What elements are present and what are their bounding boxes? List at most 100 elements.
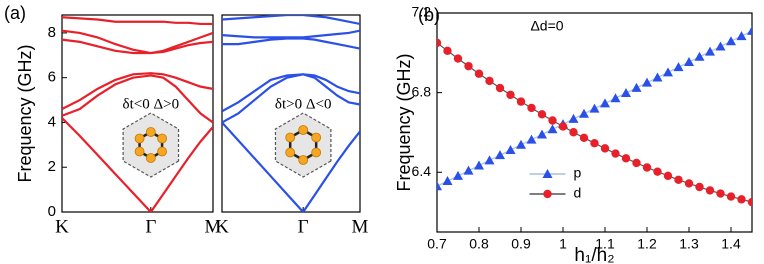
x-tick-label: 0.8 xyxy=(469,236,489,252)
y-tick-label: 6.8 xyxy=(412,83,432,99)
panel-label: (a) xyxy=(4,3,26,23)
inset-site xyxy=(157,146,167,157)
series-line xyxy=(62,29,213,55)
inset-site xyxy=(145,127,156,137)
marker xyxy=(437,181,442,191)
plot-frame xyxy=(61,14,214,213)
inset-site xyxy=(285,147,296,158)
inset-site xyxy=(134,133,145,144)
marker xyxy=(495,150,505,160)
x-axis-label: h₁/h₂ xyxy=(574,245,614,264)
x-tick-label: Γ xyxy=(145,216,156,237)
marker xyxy=(453,170,463,180)
y-tick-label: 2 xyxy=(48,158,56,175)
marker xyxy=(569,128,578,137)
marker xyxy=(737,195,746,204)
marker xyxy=(736,31,747,41)
marker xyxy=(611,149,620,158)
marker xyxy=(684,179,694,188)
y-tick-label: 4 xyxy=(48,113,56,130)
marker xyxy=(537,129,547,139)
inset-cell xyxy=(122,112,180,178)
marker xyxy=(484,155,495,165)
marker xyxy=(463,165,474,175)
marker xyxy=(527,103,536,113)
inset-site xyxy=(134,146,145,157)
inset-site xyxy=(157,133,167,144)
panel-label: (b) xyxy=(418,5,440,25)
marker xyxy=(663,67,673,77)
marker xyxy=(516,97,526,106)
x-tick-label: 1.2 xyxy=(637,236,657,252)
marker xyxy=(621,154,631,163)
marker xyxy=(663,171,673,181)
legend-marker xyxy=(542,169,553,178)
marker xyxy=(716,189,725,198)
x-tick-label: 1.3 xyxy=(679,236,699,252)
x-tick-label: 1.1 xyxy=(595,236,615,252)
y-tick-label: 6.4 xyxy=(412,163,432,179)
marker xyxy=(558,122,568,131)
inset-label: δt<0 Δ>0 xyxy=(123,96,180,112)
chart-title: Δd=0 xyxy=(530,18,563,34)
marker xyxy=(726,36,736,46)
x-tick-label: Γ xyxy=(298,216,309,237)
marker xyxy=(747,25,752,35)
y-tick-label: 8 xyxy=(48,24,56,41)
series-line xyxy=(62,74,213,124)
marker xyxy=(590,139,599,148)
series-line xyxy=(222,73,360,113)
marker xyxy=(642,163,652,172)
marker xyxy=(464,61,473,71)
x-tick-label: M xyxy=(352,216,369,237)
inset-site xyxy=(145,153,156,163)
marker xyxy=(600,98,610,108)
inset-site xyxy=(311,132,322,143)
inset-site xyxy=(298,125,309,135)
marker xyxy=(506,90,515,100)
plot-frame xyxy=(436,12,753,233)
marker xyxy=(695,182,704,192)
marker xyxy=(632,158,641,168)
marker xyxy=(673,62,684,72)
marker xyxy=(526,134,537,144)
marker xyxy=(474,69,484,78)
marker xyxy=(495,83,505,93)
marker xyxy=(684,56,694,66)
marker xyxy=(505,144,516,154)
x-tick-label: 1 xyxy=(559,236,567,252)
plot-area xyxy=(437,25,752,207)
marker xyxy=(747,197,752,207)
series-line xyxy=(222,15,360,26)
y-tick-label: 7.2 xyxy=(412,4,432,20)
inset-label: δt>0 Δ<0 xyxy=(275,96,332,112)
marker xyxy=(621,88,631,98)
marker xyxy=(610,93,621,103)
marker xyxy=(715,41,726,51)
marker xyxy=(568,113,579,123)
plot-area xyxy=(62,16,213,212)
marker xyxy=(631,82,642,92)
marker xyxy=(600,144,610,153)
plot-area xyxy=(222,15,360,212)
legend-label: d xyxy=(574,185,582,201)
marker xyxy=(653,167,662,176)
marker xyxy=(579,133,589,143)
x-tick-label: 0.7 xyxy=(427,236,447,252)
y-axis-label: Frequency (GHz) xyxy=(15,44,35,182)
y-axis-label: Frequency (GHz) xyxy=(394,53,414,191)
marker xyxy=(453,54,463,63)
marker xyxy=(705,46,715,56)
y-tick-label: 0 xyxy=(48,203,56,220)
marker xyxy=(652,72,663,82)
marker xyxy=(443,46,452,56)
series-line xyxy=(222,121,360,212)
legend-label: p xyxy=(574,165,582,181)
series-line xyxy=(437,42,752,203)
series-line xyxy=(62,72,213,111)
series-line xyxy=(222,37,360,50)
x-tick-label: 1.4 xyxy=(721,236,741,252)
marker xyxy=(705,186,715,195)
marker xyxy=(589,103,600,113)
